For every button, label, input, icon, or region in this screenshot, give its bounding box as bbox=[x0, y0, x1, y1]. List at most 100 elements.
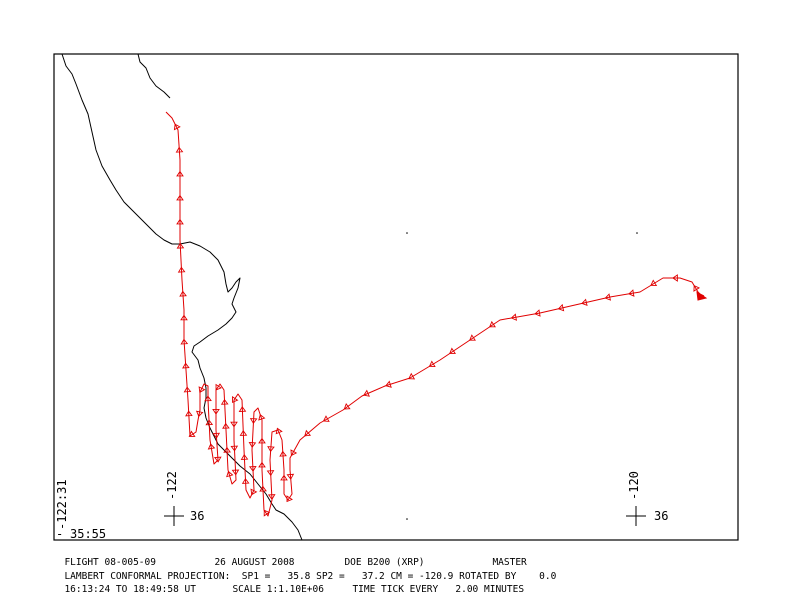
coastline bbox=[61, 53, 303, 541]
time-tick-marks bbox=[173, 123, 708, 517]
time-tick-arrow bbox=[266, 470, 275, 477]
time-tick-arrow bbox=[179, 290, 187, 297]
time-tick-arrow bbox=[279, 450, 287, 457]
time-tick-arrow bbox=[239, 430, 248, 436]
time-tick-arrow bbox=[557, 303, 565, 312]
corner-dash: - bbox=[56, 527, 63, 541]
time-tick-arrow bbox=[240, 453, 249, 460]
time-tick-arrow bbox=[223, 446, 231, 453]
corner-lat-label: 35:55 bbox=[70, 527, 106, 541]
time-tick-arrow bbox=[408, 372, 416, 380]
time-tick-arrow bbox=[182, 362, 190, 369]
time-tick-arrow bbox=[180, 338, 189, 345]
aircraft: DOE B200 (XRP) bbox=[344, 557, 425, 568]
time-tick-arrow bbox=[263, 509, 271, 517]
time-tick-arrow bbox=[428, 360, 436, 368]
mode: MASTER bbox=[492, 557, 527, 568]
corner-lon-label: -122:31 bbox=[55, 479, 69, 530]
time-tick-arrow bbox=[212, 408, 220, 415]
time-tick-arrow bbox=[489, 320, 496, 328]
time-tick-arrow bbox=[343, 402, 351, 410]
time-tick-arrow bbox=[322, 415, 330, 422]
time-tick-arrow bbox=[581, 298, 588, 307]
time-tick-arrow bbox=[290, 449, 298, 457]
projection-info: LAMBERT CONFORMAL PROJECTION: SP1 = 35.8… bbox=[64, 571, 557, 582]
time-tick-arrow bbox=[220, 398, 229, 405]
lon-label-west: -122 bbox=[165, 471, 179, 500]
time-tick-arrow bbox=[177, 266, 186, 273]
time-tick-arrow bbox=[248, 466, 257, 472]
time-tick-arrow bbox=[226, 470, 234, 478]
time-tick-arrow bbox=[241, 477, 250, 484]
time-tick-arrow bbox=[275, 427, 283, 435]
time-tick-arrow bbox=[248, 442, 257, 448]
caption-line-1: FLIGHT 08-005-09 26 AUGUST 2008 DOE B200 (… bbox=[53, 545, 527, 569]
time-tick-arrow bbox=[304, 429, 312, 437]
grid-cross-east bbox=[626, 506, 646, 526]
time-tick-arrow bbox=[176, 170, 184, 177]
time-tick-arrow bbox=[469, 334, 476, 341]
time-tick-arrow bbox=[249, 418, 258, 425]
time-tick-arrow bbox=[534, 309, 541, 317]
time-tick-arrow bbox=[198, 386, 206, 394]
time-tick-arrow bbox=[604, 293, 612, 301]
time-tick-arrow bbox=[280, 474, 288, 481]
time-range: 16:13:24 TO 18:49:58 UT bbox=[64, 584, 197, 595]
track-start-marker bbox=[696, 290, 708, 301]
time-tick-arrow bbox=[232, 396, 239, 403]
flight-track bbox=[165, 111, 704, 517]
caption-line-3: 16:13:24 TO 18:49:58 UT SCALE 1:1.10E+06 T… bbox=[53, 572, 524, 596]
time-tick-arrow bbox=[286, 473, 295, 480]
time-tick-arrow bbox=[180, 314, 188, 321]
lat-label-east: 36 bbox=[654, 509, 668, 523]
time-tick-arrow bbox=[363, 389, 370, 397]
time-tick-arrow bbox=[230, 445, 239, 452]
grid-dot bbox=[406, 232, 408, 234]
time-tick-arrow bbox=[188, 430, 196, 437]
time-tick-arrow bbox=[693, 284, 701, 292]
time-tick-arrow bbox=[238, 406, 247, 412]
time-tick-arrow bbox=[205, 419, 214, 426]
time-tick-arrow bbox=[207, 443, 216, 450]
time-tick-arrow bbox=[258, 461, 266, 468]
time-tick-arrow bbox=[213, 456, 222, 463]
time-tick-arrow bbox=[286, 495, 293, 503]
time-tick-arrow bbox=[176, 194, 184, 201]
grid-dot bbox=[406, 518, 408, 520]
time-tick-arrow bbox=[385, 380, 392, 388]
time-tick-arrow bbox=[650, 279, 658, 287]
time-tick-arrow bbox=[183, 386, 192, 393]
flight-id: FLIGHT 08-005-09 bbox=[64, 557, 156, 568]
grid-cross-west bbox=[164, 506, 184, 526]
time-tick-arrow bbox=[510, 313, 517, 321]
time-tick-interval: TIME TICK EVERY 2.00 MINUTES bbox=[352, 584, 525, 595]
time-tick-arrow bbox=[259, 485, 267, 492]
coastline-north bbox=[137, 53, 171, 99]
grid-dot bbox=[636, 232, 638, 234]
time-tick-arrow bbox=[212, 432, 221, 439]
time-tick-arrow bbox=[230, 421, 238, 428]
time-tick-arrow bbox=[215, 383, 222, 391]
time-tick-arrow bbox=[628, 289, 635, 297]
flight-date: 26 AUGUST 2008 bbox=[214, 557, 295, 568]
map-frame bbox=[53, 53, 739, 541]
time-tick-arrow bbox=[258, 413, 266, 421]
time-tick-arrow bbox=[175, 146, 184, 153]
map-scale: SCALE 1:1.10E+06 bbox=[232, 584, 324, 595]
time-tick-arrow bbox=[267, 494, 276, 501]
lon-label-east: -120 bbox=[627, 471, 641, 500]
time-tick-arrow bbox=[204, 395, 212, 402]
time-tick-arrow bbox=[195, 410, 204, 418]
time-tick-arrow bbox=[173, 123, 181, 131]
time-tick-arrow bbox=[250, 488, 258, 496]
caption-line-2: LAMBERT CONFORMAL PROJECTION: SP1 = 35.8… bbox=[53, 559, 556, 583]
time-tick-arrow bbox=[176, 242, 185, 249]
lat-label-west: 36 bbox=[190, 509, 204, 523]
time-tick-arrow bbox=[672, 274, 678, 282]
time-tick-arrow bbox=[258, 437, 266, 444]
time-tick-arrow bbox=[185, 410, 193, 417]
time-tick-arrow bbox=[231, 469, 240, 476]
time-tick-arrow bbox=[222, 422, 230, 429]
time-tick-arrow bbox=[267, 446, 275, 453]
